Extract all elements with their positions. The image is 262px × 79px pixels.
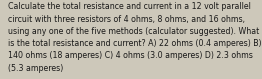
Text: is the total resistance and current? A) 22 ohms (0.4 amperes) B): is the total resistance and current? A) …	[8, 39, 261, 48]
Text: circuit with three resistors of 4 ohms, 8 ohms, and 16 ohms,: circuit with three resistors of 4 ohms, …	[8, 15, 245, 24]
Text: 140 ohms (18 amperes) C) 4 ohms (3.0 amperes) D) 2.3 ohms: 140 ohms (18 amperes) C) 4 ohms (3.0 amp…	[8, 51, 253, 60]
Text: (5.3 amperes): (5.3 amperes)	[8, 64, 63, 73]
Text: using any one of the five methods (calculator suggested). What: using any one of the five methods (calcu…	[8, 27, 259, 36]
Text: Calculate the total resistance and current in a 12 volt parallel: Calculate the total resistance and curre…	[8, 2, 251, 11]
